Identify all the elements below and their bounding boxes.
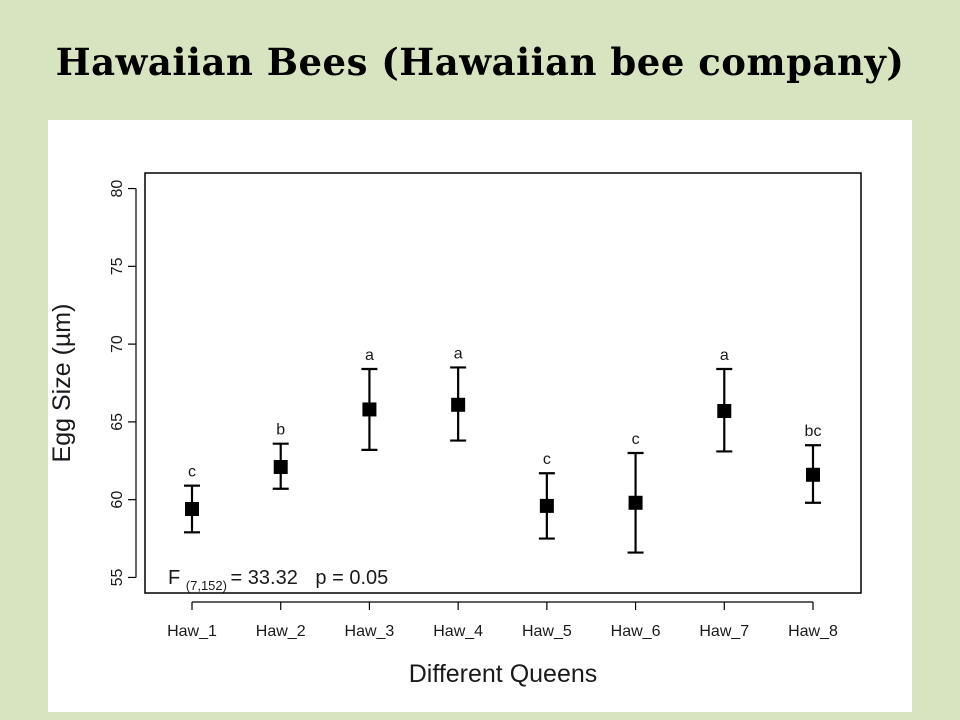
significance-letter: bc [805, 423, 822, 440]
significance-letter: c [188, 464, 196, 481]
data-marks [184, 366, 821, 554]
y-tick-label: 70 [109, 335, 126, 353]
y-tick-label: 80 [109, 180, 126, 198]
x-tick-label: Haw_3 [345, 623, 395, 640]
plot-frame [144, 172, 862, 594]
mean-marker [362, 402, 377, 417]
error-bar-point [361, 367, 378, 451]
error-bar-point [538, 472, 555, 540]
f-statistic-annotation: F (7,152) = 33.32 p = 0.05 [168, 567, 388, 595]
f-subscript: (7,152) [186, 578, 227, 593]
y-axis: 55 60 65 70 75 80 [109, 180, 137, 586]
error-bar-point [805, 444, 821, 504]
error-bar-point [627, 451, 644, 554]
error-bar-point [450, 366, 467, 442]
significance-letter: a [720, 347, 729, 364]
x-tick-label: Haw_8 [788, 623, 838, 640]
error-bar-point [272, 442, 289, 490]
x-axis-title: Different Queens [409, 660, 598, 688]
significance-letter: a [365, 347, 374, 364]
significance-letter: a [454, 345, 463, 362]
y-tick-label: 65 [109, 413, 126, 431]
p-value: p = 0.05 [315, 567, 388, 589]
mean-marker [717, 404, 732, 418]
x-tick-label: Haw_7 [699, 623, 749, 640]
y-tick-label: 75 [109, 257, 126, 275]
x-tick-label: Haw_5 [522, 623, 572, 640]
significance-letter: c [632, 431, 640, 448]
significance-letter: c [543, 451, 551, 468]
f-label: F [168, 567, 180, 589]
chart-panel: 55 60 65 70 75 80 Haw_1 Haw_2 Haw_3 Haw_4 Haw_5 Ha… [48, 120, 912, 712]
x-tick-label: Haw_4 [433, 623, 483, 640]
significance-letter: b [276, 422, 285, 439]
mean-marker [539, 498, 554, 513]
error-bar-point [184, 484, 200, 534]
error-bar-point [716, 367, 733, 453]
x-tick-label: Haw_2 [256, 623, 306, 640]
f-value: = 33.32 [231, 567, 298, 589]
x-tick-label: Haw_6 [611, 623, 661, 640]
mean-marker [628, 495, 643, 510]
x-axis: Haw_1 Haw_2 Haw_3 Haw_4 Haw_5 Haw_6 Haw_7 Haw_8 [167, 601, 838, 640]
mean-marker [273, 460, 288, 474]
y-tick-label: 55 [109, 568, 126, 586]
slide-title: Hawaiian Bees (Hawaiian bee company) [55, 40, 905, 84]
y-tick-label: 60 [109, 491, 126, 509]
y-axis-title: Egg Size (µm) [48, 304, 76, 463]
mean-marker [806, 467, 820, 482]
x-tick-label: Haw_1 [167, 623, 217, 640]
significance-letters: c b a a c c a bc [188, 345, 821, 480]
mean-marker [185, 502, 199, 516]
mean-marker [451, 397, 466, 412]
